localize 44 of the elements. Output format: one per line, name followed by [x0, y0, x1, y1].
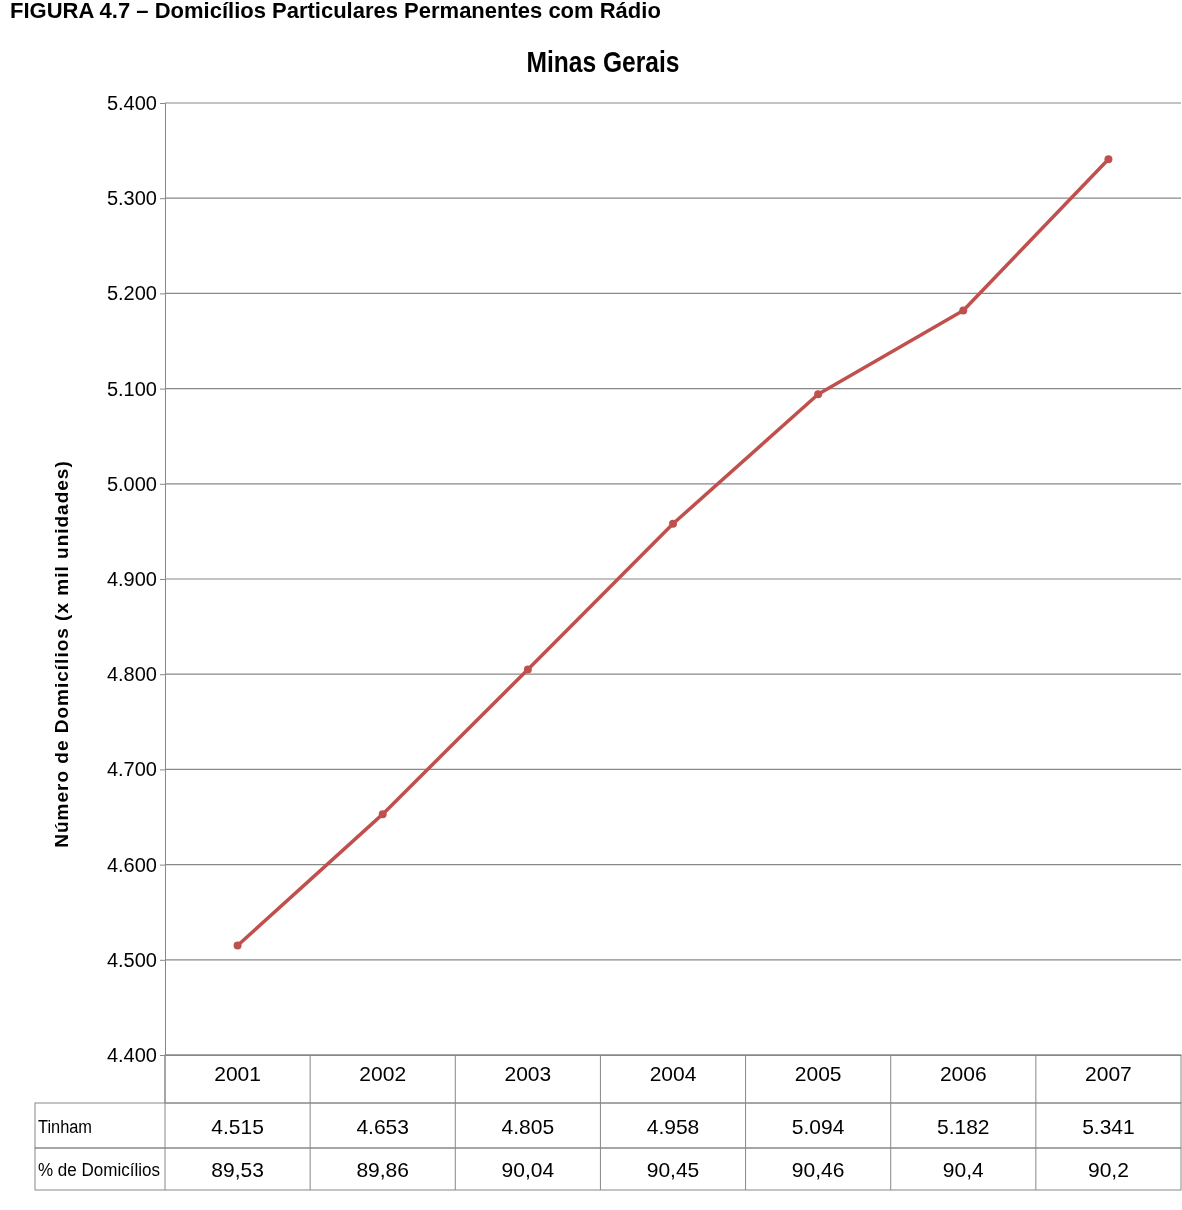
y-tick-label: 4.700: [106, 758, 157, 781]
y-tick-label: 4.500: [106, 948, 157, 971]
text: 90,04: [501, 1158, 555, 1181]
text: 90,4: [942, 1158, 985, 1181]
point: [669, 519, 677, 528]
y-tick-label: 5.200: [106, 282, 157, 305]
x-tick-label: 2005: [794, 1062, 842, 1086]
data-label: 5.341: [1082, 1114, 1135, 1138]
y-tick-label: 5.400: [106, 91, 157, 114]
point: [378, 810, 387, 819]
point: [1104, 155, 1113, 164]
text: % de Domicílios: [38, 1160, 168, 1180]
x-tick-label: 2003: [504, 1062, 552, 1086]
data-label: 4.515: [211, 1114, 264, 1138]
data-label: 4.805: [501, 1114, 555, 1138]
text: FIGURA 4.7 – Domicílios Particulares Permanentes com Rádio: [10, 0, 661, 23]
point: [233, 941, 242, 950]
x-tick-label: 2002: [359, 1062, 407, 1086]
text: 90,2: [1087, 1158, 1129, 1181]
text: 90,45: [646, 1158, 700, 1181]
y-axis-title: Número de Domicílios (x mil unidades): [51, 460, 72, 848]
y-tick-label: 5.100: [106, 377, 157, 400]
data-label: 5.094: [791, 1114, 845, 1138]
point: [523, 665, 532, 674]
data-label: 4.653: [356, 1114, 409, 1138]
text: Tinham: [38, 1116, 98, 1137]
y-tick-label: 5.000: [106, 472, 157, 495]
y-tick-label: 4.600: [106, 853, 157, 876]
x-tick-label: 2001: [214, 1062, 261, 1086]
x-tick-label: 2006: [939, 1062, 987, 1086]
y-tick-label: 5.300: [106, 187, 157, 210]
text: 90,46: [791, 1158, 845, 1181]
y-tick-label: 4.400: [106, 1043, 157, 1066]
point: [814, 390, 823, 399]
y-tick-label: 4.900: [106, 567, 157, 590]
text: 89,53: [211, 1158, 264, 1181]
x-tick-label: 2004: [649, 1062, 697, 1086]
chart-title: Minas Gerais: [526, 44, 680, 79]
point: [959, 306, 968, 315]
data-label: 5.182: [937, 1114, 990, 1138]
x-tick-label: 2007: [1085, 1062, 1132, 1086]
text: 89,86: [356, 1158, 409, 1181]
data-label: 4.958: [646, 1114, 700, 1138]
y-tick-label: 4.800: [106, 663, 157, 686]
